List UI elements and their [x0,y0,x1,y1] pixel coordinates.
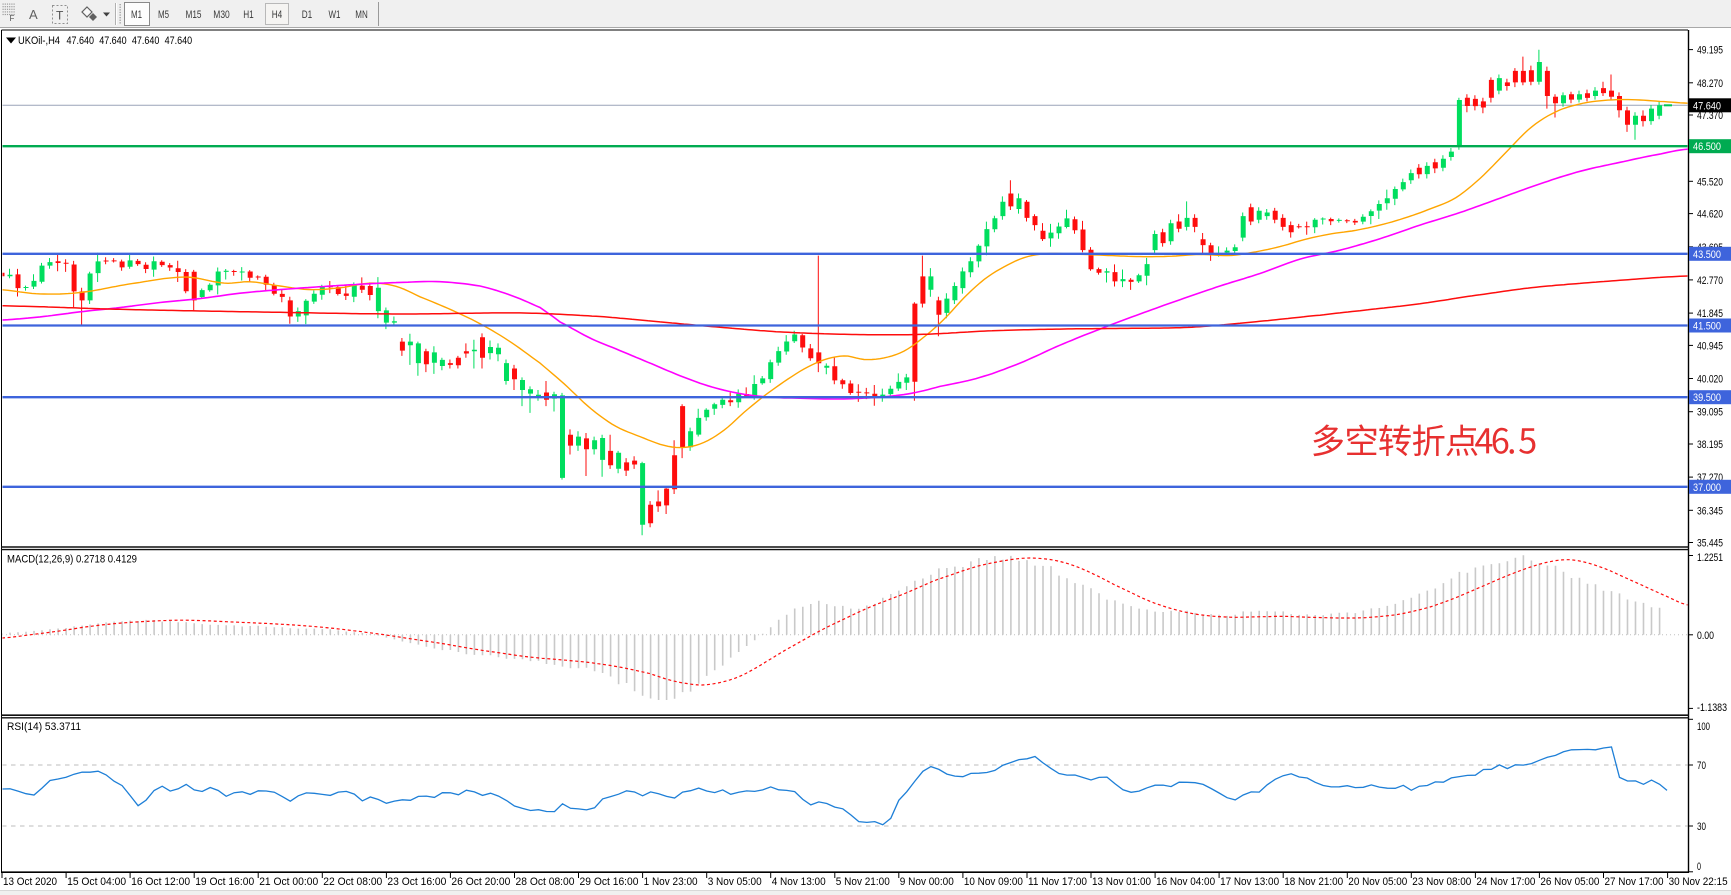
svg-text:MN: MN [355,9,368,21]
svg-text:3 Nov 05:00: 3 Nov 05:00 [708,876,762,888]
svg-text:20 Nov 05:00: 20 Nov 05:00 [1348,876,1407,888]
svg-text:26 Nov 05:00: 26 Nov 05:00 [1540,876,1599,888]
svg-text:43.500: 43.500 [1693,249,1721,261]
svg-text:46.500: 46.500 [1693,141,1721,153]
svg-text:W1: W1 [329,9,341,21]
svg-text:M30: M30 [213,9,230,21]
svg-text:-1.1383: -1.1383 [1697,702,1727,714]
svg-text:29 Oct 16:00: 29 Oct 16:00 [580,876,639,888]
svg-text:70: 70 [1697,760,1706,772]
svg-text:1.2251: 1.2251 [1697,552,1723,564]
svg-text:M1: M1 [131,9,142,21]
svg-text:37.000: 37.000 [1693,482,1721,494]
svg-text:RSI(14) 53.3711: RSI(14) 53.3711 [7,721,81,733]
svg-text:36.345: 36.345 [1697,505,1723,517]
svg-text:10 Nov 09:00: 10 Nov 09:00 [964,876,1023,888]
svg-text:41.500: 41.500 [1693,321,1721,333]
svg-text:1 Nov 23:00: 1 Nov 23:00 [644,876,698,888]
svg-text:21 Oct 00:00: 21 Oct 00:00 [259,876,318,888]
svg-text:30 Nov 22:15: 30 Nov 22:15 [1669,876,1728,888]
svg-text:49.195: 49.195 [1697,45,1723,57]
svg-text:M5: M5 [158,9,169,21]
svg-text:22 Oct 08:00: 22 Oct 08:00 [323,876,382,888]
svg-text:38.195: 38.195 [1697,439,1723,451]
svg-text:0: 0 [1697,861,1701,873]
svg-text:23 Nov 08:00: 23 Nov 08:00 [1412,876,1471,888]
svg-text:F: F [10,14,15,23]
svg-text:47.640: 47.640 [132,35,160,47]
svg-text:D1: D1 [302,9,313,21]
svg-text:26 Oct 20:00: 26 Oct 20:00 [451,876,510,888]
svg-text:16 Oct 12:00: 16 Oct 12:00 [131,876,190,888]
svg-text:35.445: 35.445 [1697,538,1723,550]
svg-text:41.845: 41.845 [1697,308,1723,320]
svg-text:4 Nov 13:00: 4 Nov 13:00 [772,876,826,888]
svg-text:16 Nov 04:00: 16 Nov 04:00 [1156,876,1215,888]
svg-text:39.095: 39.095 [1697,407,1723,419]
svg-text:5 Nov 21:00: 5 Nov 21:00 [836,876,890,888]
svg-text:M15: M15 [186,9,202,21]
svg-text:9 Nov 00:00: 9 Nov 00:00 [900,876,954,888]
svg-text:13 Oct 2020: 13 Oct 2020 [3,876,57,888]
svg-text:11 Nov 17:00: 11 Nov 17:00 [1028,876,1087,888]
svg-text:39.500: 39.500 [1693,392,1721,404]
svg-text:T: T [56,9,64,23]
svg-text:47.640: 47.640 [1693,100,1721,112]
svg-text:18 Nov 21:00: 18 Nov 21:00 [1284,876,1343,888]
svg-text:47.370: 47.370 [1697,110,1723,122]
svg-text:44.620: 44.620 [1697,209,1723,221]
svg-text:47.640: 47.640 [99,35,127,47]
svg-text:15 Oct 04:00: 15 Oct 04:00 [67,876,126,888]
svg-text:A: A [29,7,38,22]
svg-text:100: 100 [1697,721,1710,733]
svg-text:48.270: 48.270 [1697,78,1723,90]
svg-text:45.520: 45.520 [1697,176,1723,188]
svg-text:42.770: 42.770 [1697,275,1723,287]
svg-text:17 Nov 13:00: 17 Nov 13:00 [1220,876,1279,888]
svg-text:40.020: 40.020 [1697,374,1723,386]
svg-text:23 Oct 16:00: 23 Oct 16:00 [387,876,446,888]
svg-text:30: 30 [1697,821,1706,833]
svg-text:13 Nov 01:00: 13 Nov 01:00 [1092,876,1151,888]
svg-text:27 Nov 17:00: 27 Nov 17:00 [1605,876,1664,888]
svg-text:MACD(12,26,9) 0.2718 0.4129: MACD(12,26,9) 0.2718 0.4129 [7,554,137,566]
svg-text:28 Oct 08:00: 28 Oct 08:00 [516,876,575,888]
svg-text:47.640: 47.640 [165,35,193,47]
svg-text:UKOil-,H4: UKOil-,H4 [18,35,60,47]
svg-text:47.640: 47.640 [67,35,95,47]
svg-text:24 Nov 17:00: 24 Nov 17:00 [1476,876,1535,888]
svg-text:40.945: 40.945 [1697,340,1723,352]
svg-text:0.00: 0.00 [1697,630,1714,642]
svg-text:19 Oct 16:00: 19 Oct 16:00 [195,876,254,888]
svg-text:H1: H1 [243,9,254,21]
svg-text:H4: H4 [272,9,283,21]
